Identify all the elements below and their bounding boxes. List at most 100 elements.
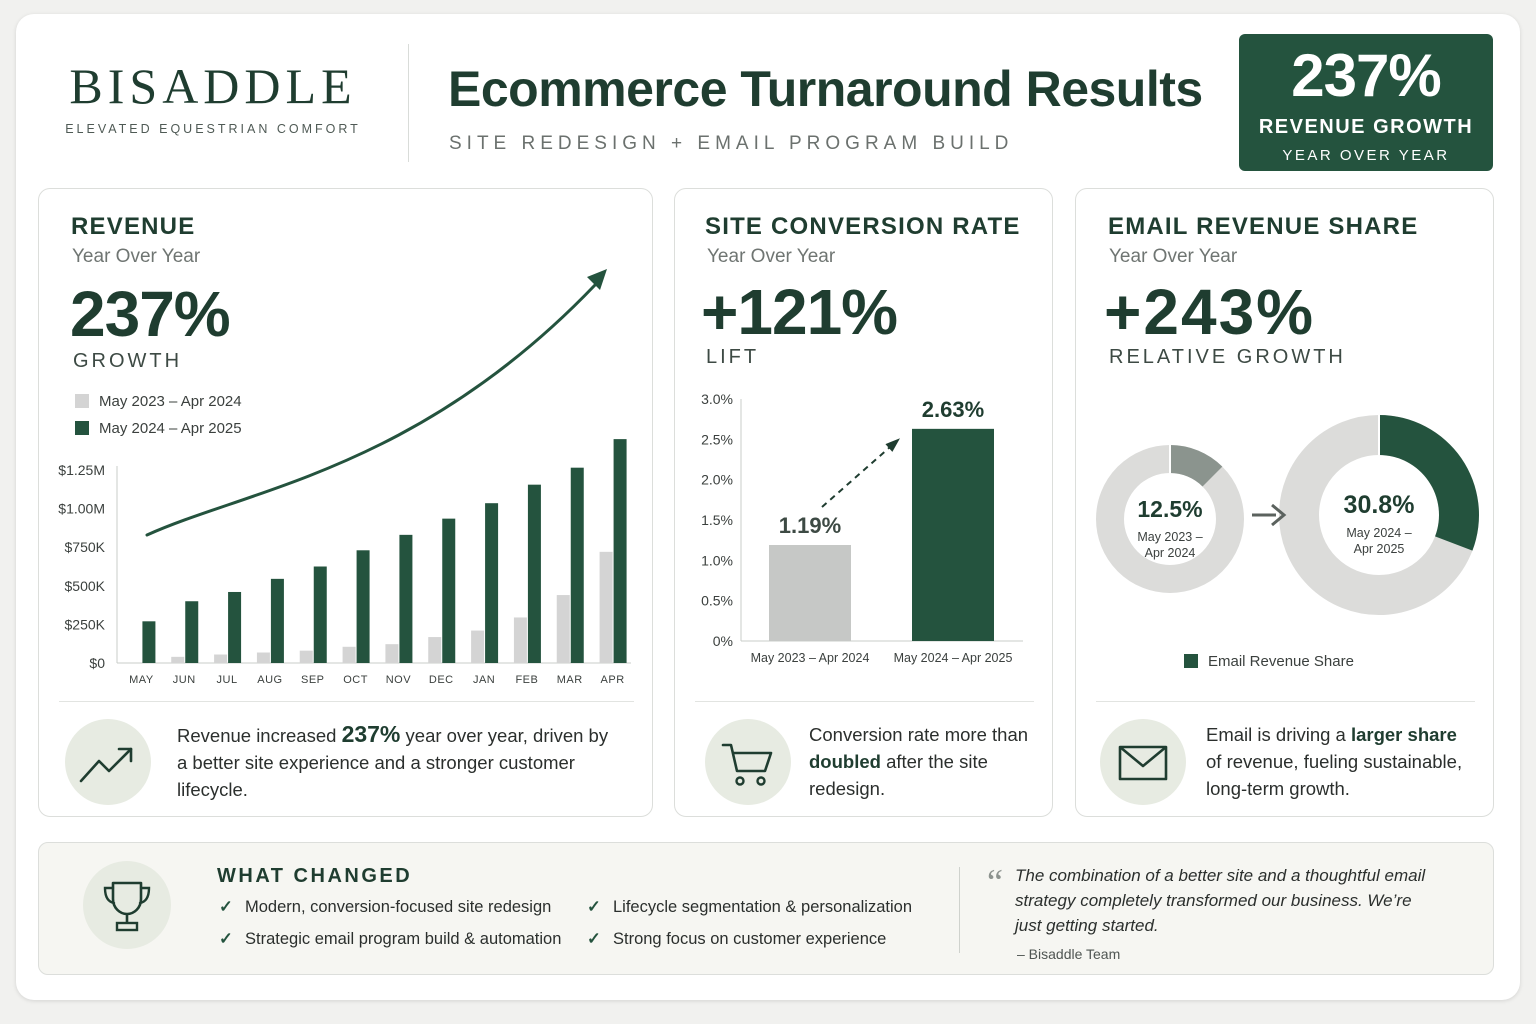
change-item: ✓ Lifecycle segmentation & personalizatio… (587, 897, 912, 917)
change-item: ✓ Modern, conversion-focused site redesig… (219, 897, 551, 917)
email-legend-swatch (1184, 654, 1198, 668)
change-item-label: Strong focus on customer experience (613, 930, 887, 948)
brand-logo: BISADDLE ELEVATED EQUESTRIAN COMFORT (58, 58, 368, 136)
revenue-kpi-label: GROWTH (73, 350, 183, 372)
revenue-kpi: 237% (70, 278, 231, 350)
email-legend-label: Email Revenue Share (1208, 653, 1354, 670)
bar-current-year (442, 518, 456, 663)
envelope-icon (1118, 745, 1168, 781)
bar-conversion-rate (912, 428, 994, 641)
x-tick-label: AUG (257, 674, 282, 686)
y-tick-label: 0.5% (701, 593, 733, 609)
revenue-bar-chart: $0 $250K $500K $750K $1.00M $1.25M MAY JUN JUL AU… (58, 269, 631, 686)
bar-current-year (270, 578, 284, 663)
bar-current-year (570, 467, 584, 663)
bar-prior-year (299, 650, 313, 663)
legend-label-prior: May 2023 – Apr 2024 (99, 393, 242, 410)
conversion-divider (695, 701, 1034, 702)
legend-item-current-year: May 2024 – Apr 2025 (75, 420, 242, 437)
conversion-kpi-label: LIFT (706, 346, 760, 368)
trend-line (145, 283, 597, 537)
revenue-title: REVENUE (71, 213, 196, 240)
y-tick-label: 2.5% (701, 431, 733, 447)
email-donut-charts: 12.5% May 2023 – Apr 2024 30.8% May 2024 – Ap… (1096, 414, 1479, 615)
revenue-note: Revenue increased 237% year over year, d… (177, 721, 617, 803)
x-tick-label: SEP (301, 674, 325, 686)
bar-prior-year (428, 637, 442, 663)
bar-current-year (399, 534, 413, 663)
x-tick-label: APR (601, 674, 625, 686)
bar-current-year (228, 591, 242, 663)
badge-sublabel: YEAR OVER YEAR (1282, 147, 1450, 164)
quote-divider (959, 867, 960, 953)
growth-arrow-head (885, 438, 900, 452)
shopping-cart-icon (721, 743, 773, 786)
y-tick-label: 1.5% (701, 512, 733, 528)
y-tick-label: $1.00M (58, 501, 105, 517)
y-tick-label: $250K (65, 616, 106, 632)
bar-current-year (313, 566, 327, 663)
legend-item-prior-year: May 2023 – Apr 2024 (75, 393, 242, 410)
bar-prior-year (556, 595, 570, 663)
what-changed-title: WHAT CHANGED (217, 865, 413, 887)
brand-tagline: ELEVATED EQUESTRIAN COMFORT (65, 122, 361, 136)
bar-prior-year (342, 646, 356, 663)
email-note-post: of revenue, fueling sustainable, long-te… (1206, 751, 1463, 799)
checkmark-icon: ✓ (587, 898, 601, 916)
revenue-subtitle: Year Over Year (72, 246, 201, 267)
revenue-note-pre: Revenue increased (177, 725, 342, 746)
change-item-label: Modern, conversion-focused site redesign (245, 898, 552, 916)
email-divider (1096, 701, 1475, 702)
testimonial-author: – Bisaddle Team (1017, 946, 1121, 962)
donut-current-period-line2: Apr 2025 (1354, 542, 1405, 556)
trophy-icon-badge (83, 861, 171, 949)
conversion-card: SITE CONVERSION RATE Year Over Year +121… (674, 188, 1053, 817)
bar-prior-year (513, 617, 527, 663)
bar-prior-year (214, 654, 228, 663)
trend-up-icon (79, 747, 133, 783)
change-item-label: Lifecycle segmentation & personalization (613, 898, 913, 916)
trend-arrow-head (587, 269, 607, 290)
revenue-icon-badge (65, 719, 151, 805)
conversion-note-pre: Conversion rate more than (809, 724, 1029, 745)
conversion-note: Conversion rate more than doubled after … (809, 721, 1029, 802)
testimonial-quote: The combination of a better site and a t… (1015, 866, 1426, 935)
x-tick-label: OCT (343, 674, 368, 686)
bar-current-year (613, 439, 627, 663)
y-tick-label: 1.0% (701, 552, 733, 568)
y-tick-label: $750K (65, 539, 106, 555)
y-tick-label: $500K (65, 578, 106, 594)
conversion-icon-badge (705, 719, 791, 805)
conversion-note-post: after the site redesign. (809, 751, 988, 799)
trophy-icon (103, 881, 151, 932)
x-tick-label: MAY (129, 674, 154, 686)
y-tick-label: $1.25M (58, 462, 105, 478)
checkmark-icon: ✓ (219, 898, 233, 916)
badge-label: REVENUE GROWTH (1258, 116, 1474, 138)
donut-prior-value-label: 12.5% (1137, 496, 1202, 522)
bar-conversion-rate (769, 545, 851, 641)
x-tick-label: NOV (386, 674, 412, 686)
bar-prior-year (385, 644, 399, 663)
bar-current-year (527, 484, 541, 663)
comparison-arrow-icon (1271, 503, 1287, 527)
revenue-card: REVENUE Year Over Year 237% GROWTH May 2… (38, 188, 653, 817)
email-note: Email is driving a larger share of reven… (1206, 721, 1476, 802)
page-subtitle: SITE REDESIGN + EMAIL PROGRAM BUILD (449, 133, 1014, 154)
change-item: ✓ Strategic email program build & automat… (219, 929, 561, 949)
legend-swatch-current (75, 421, 89, 435)
quote-mark-icon: “ (987, 862, 1003, 902)
badge-value: 237% (1291, 42, 1441, 109)
x-tick-label: May 2024 – Apr 2025 (894, 651, 1013, 665)
email-legend: Email Revenue Share (1184, 653, 1354, 670)
change-item: ✓ Strong focus on customer experience (587, 929, 886, 949)
checkmark-icon: ✓ (587, 930, 601, 948)
email-note-pre: Email is driving a (1206, 724, 1351, 745)
y-tick-label: $0 (89, 655, 105, 671)
bar-current-year (485, 503, 499, 663)
email-note-bold: larger share (1350, 724, 1457, 745)
checkmark-icon: ✓ (219, 930, 233, 948)
bar-prior-year (171, 656, 185, 663)
data-label: 2.63% (922, 397, 984, 422)
revenue-divider (59, 701, 634, 702)
